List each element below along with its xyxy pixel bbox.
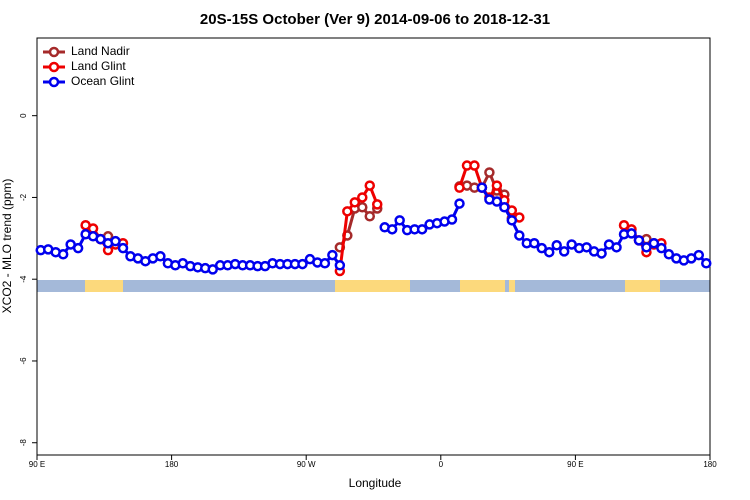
data-point	[641, 242, 652, 253]
data-point	[454, 182, 465, 193]
land-band	[625, 280, 660, 292]
data-point	[207, 264, 218, 275]
data-point	[357, 202, 368, 213]
data-point	[334, 260, 346, 271]
data-point	[446, 214, 458, 225]
x-tick-label: 90 E	[567, 460, 583, 469]
data-point	[693, 249, 705, 261]
x-tick-label: 180	[703, 460, 717, 469]
data-point	[536, 242, 547, 254]
x-tick-label: 0	[439, 460, 444, 469]
data-point	[357, 192, 368, 203]
data-point	[581, 242, 592, 253]
y-axis-label: XCO2 - MLO trend (ppm)	[0, 179, 14, 314]
land-ocean-strip	[37, 280, 710, 292]
data-point	[394, 215, 405, 226]
data-point	[416, 224, 428, 235]
data-point	[110, 235, 121, 247]
data-point	[626, 228, 637, 239]
data-point	[596, 248, 607, 259]
y-tick-label: 0	[19, 113, 28, 118]
data-point	[342, 206, 353, 217]
data-point	[558, 246, 570, 257]
data-point	[364, 180, 376, 191]
x-tick-label: 90 W	[297, 460, 316, 469]
legend-label: Land Glint	[71, 59, 126, 73]
data-point	[155, 251, 166, 262]
y-tick-label: -4	[19, 275, 28, 283]
data-point	[349, 197, 361, 208]
land-band	[509, 280, 515, 292]
data-point	[297, 258, 308, 270]
data-point	[371, 199, 383, 210]
data-point	[506, 215, 518, 226]
data-point	[57, 249, 69, 260]
legend-label: Ocean Glint	[71, 74, 135, 88]
data-point	[701, 258, 712, 269]
y-tick-label: -8	[19, 439, 28, 447]
y-tick-label: -2	[19, 193, 28, 201]
data-point	[117, 242, 129, 254]
data-point	[319, 258, 331, 269]
data-point	[491, 180, 503, 191]
data-point	[476, 182, 488, 193]
land-band	[335, 280, 410, 292]
data-point	[633, 235, 645, 246]
x-tick-label: 180	[165, 460, 179, 469]
data-point	[95, 233, 106, 245]
legend-label: Land Nadir	[71, 44, 130, 58]
y-tick-label: -6	[19, 357, 28, 365]
data-point	[364, 210, 376, 222]
data-point	[551, 240, 562, 251]
data-point	[72, 242, 84, 254]
data-point	[454, 198, 465, 209]
data-point	[386, 224, 398, 235]
chart-title: 20S-15S October (Ver 9) 2014-09-06 to 20…	[200, 11, 550, 28]
land-band	[85, 280, 123, 292]
legend-marker	[48, 76, 60, 88]
data-point	[543, 246, 555, 258]
data-point	[611, 242, 622, 253]
data-point	[514, 230, 525, 241]
data-point	[327, 249, 338, 261]
data-point	[529, 237, 540, 249]
data-point	[484, 167, 495, 178]
data-point	[469, 160, 480, 171]
x-tick-label: 90 E	[29, 460, 45, 469]
data-point	[648, 237, 660, 249]
land-band	[460, 280, 505, 292]
legend-marker	[48, 46, 60, 58]
data-point	[499, 202, 510, 213]
data-point	[491, 196, 503, 207]
x-axis-label: Longitude	[349, 476, 402, 490]
legend-marker	[48, 61, 60, 73]
data-point	[663, 249, 675, 260]
data-point	[656, 242, 667, 254]
